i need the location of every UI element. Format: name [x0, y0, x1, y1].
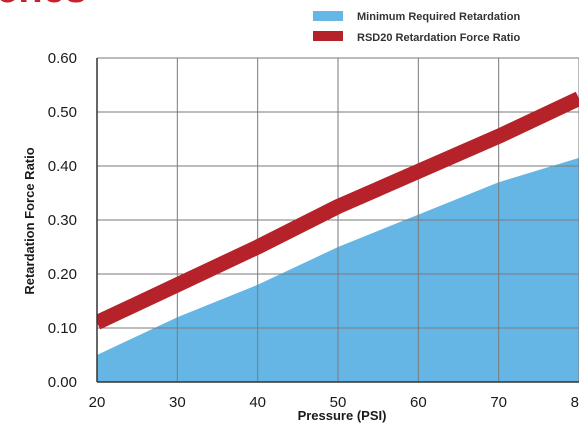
y-tick-label: 0.00 — [48, 374, 77, 391]
y-tick-label: 0.10 — [48, 320, 77, 337]
x-tick-label: 30 — [169, 394, 186, 411]
x-tick-label: 70 — [490, 394, 507, 411]
x-tick-label: 40 — [249, 394, 266, 411]
y-tick-label: 0.30 — [48, 212, 77, 229]
legend-label-minimum-required: Minimum Required Retardation — [357, 11, 520, 23]
y-tick-label: 0.40 — [48, 158, 77, 175]
y-tick-label: 0.60 — [48, 50, 77, 67]
series-line-rsd20 — [97, 91, 579, 330]
x-tick-label: 80 — [571, 394, 579, 411]
x-tick-label: 60 — [410, 394, 427, 411]
x-tick-label: 50 — [330, 394, 347, 411]
y-axis-title: Retardation Force Ratio — [22, 147, 37, 294]
y-tick-label: 0.50 — [48, 104, 77, 121]
x-tick-label: 20 — [89, 394, 106, 411]
legend-swatch-minimum-required — [313, 11, 343, 21]
y-tick-label: 0.20 — [48, 266, 77, 283]
tick-labels: 20 30 40 50 60 70 80 0.00 0.10 0.20 0.30 0.40 0.50 0.… — [48, 50, 579, 411]
page-title-fragment: ches — [0, 0, 87, 11]
legend-label-rsd20: RSD20 Retardation Force Ratio — [357, 32, 520, 44]
legend-swatch-rsd20 — [313, 31, 343, 41]
x-axis-title: Pressure (PSI) — [298, 408, 387, 423]
plot-area — [96, 57, 579, 383]
legend: Minimum Required Retardation RSD20 Retar… — [313, 11, 520, 44]
